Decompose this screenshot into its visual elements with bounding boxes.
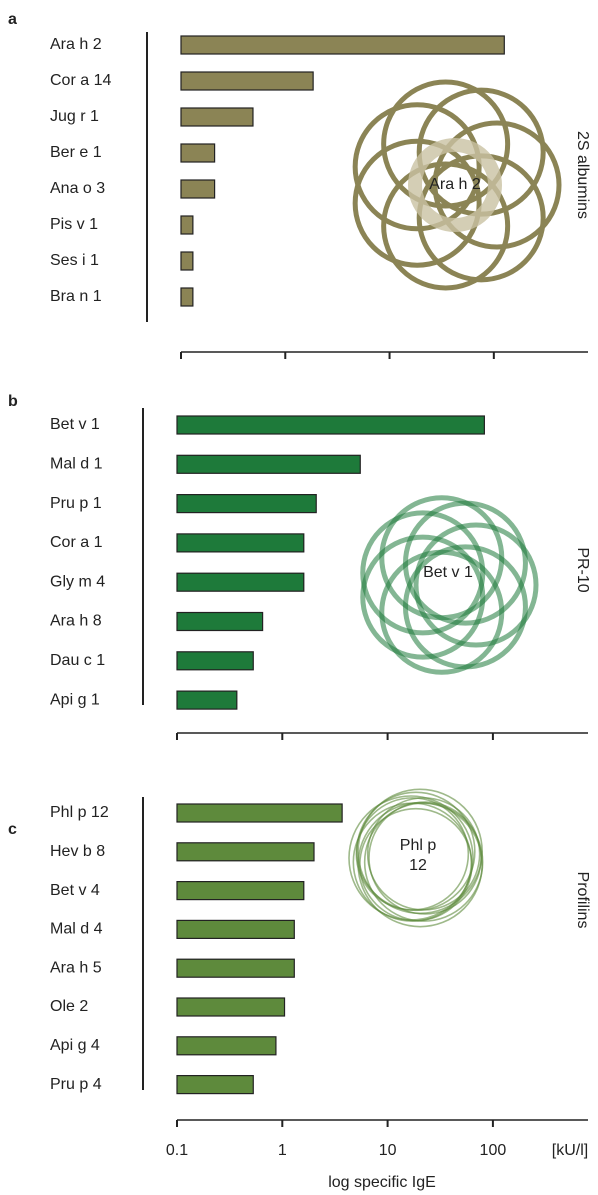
category-label: Bet v 1: [50, 416, 100, 433]
category-label: Jug r 1: [50, 108, 99, 125]
category-label: Pru p 1: [50, 495, 102, 512]
bar: [181, 216, 193, 234]
bar: [181, 288, 193, 306]
bar: [181, 108, 253, 126]
bar: [177, 495, 316, 513]
category-label: Ses i 1: [50, 252, 99, 269]
bar: [181, 36, 504, 54]
panel-letter: c: [8, 821, 17, 838]
category-label: Phl p 12: [50, 804, 109, 821]
bar: [177, 1037, 276, 1055]
category-label: Pru p 4: [50, 1076, 102, 1093]
chart: a 2S albumins Ara h 2 Cor a 14 Jug r 1 Ber e …: [0, 0, 598, 1195]
category-label: Mal d 4: [50, 921, 103, 938]
bar: [177, 573, 304, 591]
bar: [177, 691, 237, 709]
bar: [177, 843, 314, 861]
bar: [177, 652, 253, 670]
x-tick-label: 100: [480, 1142, 507, 1159]
category-label: Ara h 2: [50, 36, 102, 53]
side-label: PR-10: [574, 547, 591, 592]
category-label: Ole 2: [50, 998, 88, 1015]
x-tick-label: 0.1: [166, 1142, 188, 1159]
x-tick-label: 10: [379, 1142, 397, 1159]
side-label: Profilins: [574, 872, 591, 929]
x-tick-label: 1: [278, 1142, 287, 1159]
category-label: Cor a 1: [50, 534, 103, 551]
bar: [177, 998, 285, 1016]
bar: [177, 920, 294, 938]
bar: [181, 72, 313, 90]
center-label: Ara h 2: [415, 175, 495, 195]
category-label: Pis v 1: [50, 216, 98, 233]
x-unit: [kU/l]: [552, 1142, 588, 1159]
category-label: Ber e 1: [50, 144, 102, 161]
category-label: Ara h 5: [50, 959, 102, 976]
side-label: 2S albumins: [574, 131, 591, 219]
bar: [177, 1076, 253, 1094]
bar: [181, 180, 215, 198]
x-axis-label: log specific IgE: [328, 1174, 436, 1191]
bar: [177, 959, 294, 977]
category-label: Gly m 4: [50, 573, 105, 590]
category-label: Api g 1: [50, 691, 100, 708]
panel-letter: a: [8, 11, 17, 28]
category-label: Ara h 8: [50, 613, 102, 630]
bar: [177, 416, 484, 434]
category-label: Hev b 8: [50, 843, 105, 860]
category-label: Api g 4: [50, 1037, 100, 1054]
category-label: Mal d 1: [50, 456, 103, 473]
center-label: Bet v 1: [420, 563, 476, 583]
figure: a 2S albumins Ara h 2 Cor a 14 Jug r 1 Ber e …: [0, 0, 598, 1195]
bar: [177, 882, 304, 900]
bar: [181, 252, 193, 270]
bar: [181, 144, 215, 162]
bar: [177, 455, 360, 473]
category-label: Ana o 3: [50, 180, 105, 197]
category-label: Cor a 14: [50, 72, 111, 89]
bar: [177, 804, 342, 822]
category-label: Bet v 4: [50, 882, 100, 899]
category-label: Bra n 1: [50, 288, 102, 305]
panel-letter: b: [8, 393, 18, 410]
bar: [177, 534, 304, 552]
center-label: Phl p 12: [390, 836, 446, 876]
bar: [177, 613, 263, 631]
category-label: Dau c 1: [50, 652, 105, 669]
